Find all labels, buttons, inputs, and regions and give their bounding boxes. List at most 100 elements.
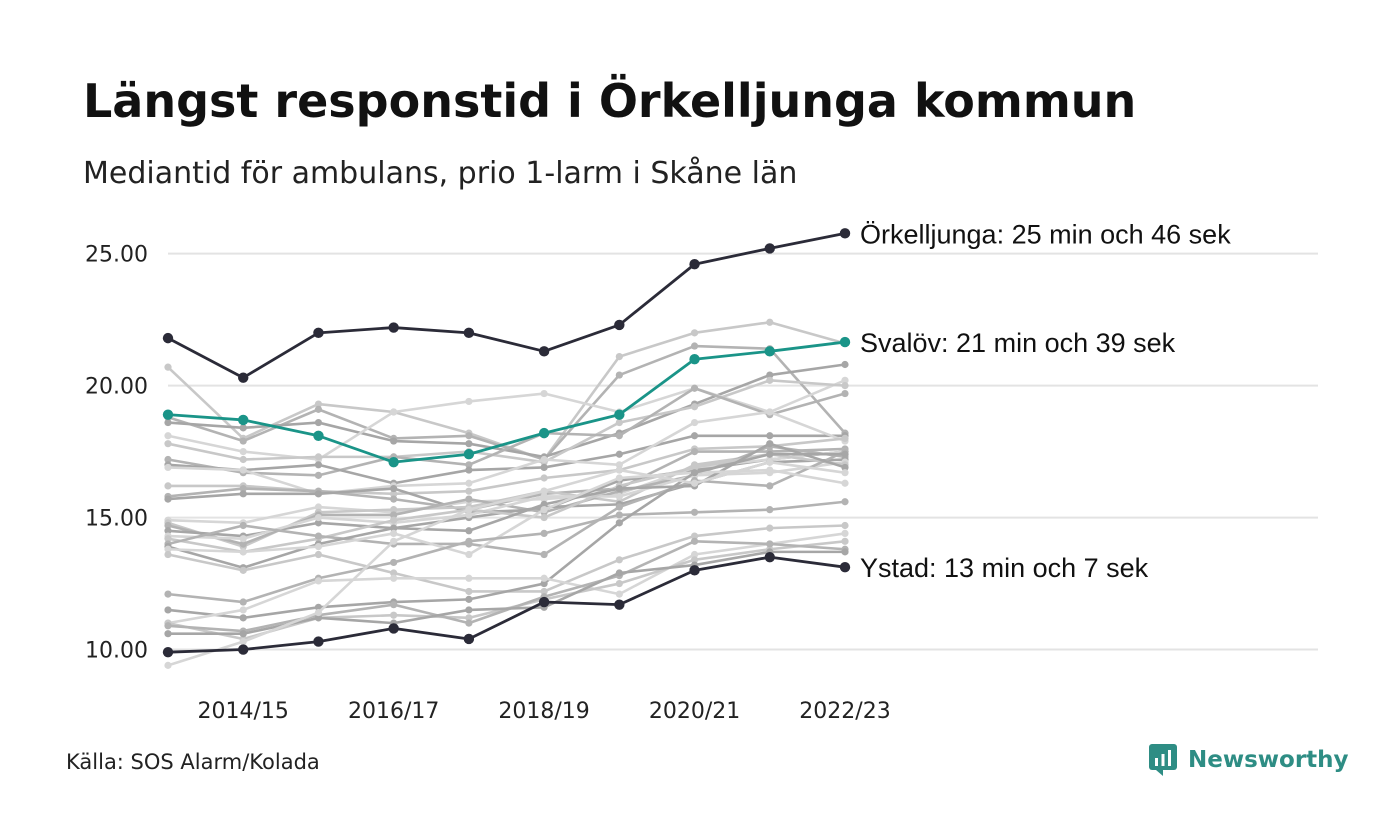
background-series-11-point [239, 490, 247, 498]
background-series-8-line [167, 410, 846, 496]
series--rkelljunga-point [614, 319, 625, 331]
background-series-24-point [390, 574, 398, 582]
background-series-5-point [164, 440, 172, 448]
background-series-14-point [465, 495, 473, 503]
background-series-28-point [540, 487, 548, 495]
series-ystad-point [689, 565, 700, 576]
background-series-16-point [314, 513, 323, 522]
background-series-16-point [615, 492, 623, 501]
highlighted-series: Örkelljunga: 25 min och 46 sek Svalöv: 21… [162, 219, 1231, 658]
background-series-22-point [615, 511, 623, 519]
background-series-14-point [390, 511, 398, 519]
background-series-18-point [766, 482, 774, 490]
series-ystad-point [764, 551, 775, 563]
background-series-19-point [390, 524, 398, 532]
background-series-7-line [167, 434, 845, 485]
background-series-2-point [314, 405, 323, 413]
background-series-1-point [164, 363, 172, 371]
series-ystad-point [839, 561, 851, 573]
background-series-18-point [540, 550, 548, 559]
series-sval-v-point [313, 430, 324, 441]
y-tick-label: 25.00 [85, 243, 148, 268]
background-series-27-point [164, 630, 172, 638]
background-series-19-point [841, 463, 849, 472]
background-series-21-point [164, 550, 172, 559]
background-series-7-point [615, 450, 623, 458]
background-series-1-point [615, 352, 623, 361]
background-series-18-line [167, 450, 846, 556]
background-series-16-point [465, 511, 473, 519]
background-series-26-point [690, 537, 699, 545]
background-series-17-point [390, 516, 398, 524]
background-series-9-point [841, 434, 849, 443]
background-series-9-point [164, 482, 172, 490]
background-series-15-point [164, 527, 172, 535]
background-series-25-point [841, 537, 849, 545]
background-series-24-point [540, 574, 548, 582]
background-series-10-point [390, 495, 398, 503]
background-series-28 [164, 458, 849, 669]
newsworthy-logo-icon [1149, 744, 1177, 776]
background-series-14-point [239, 540, 247, 548]
series-sval-v-point [162, 409, 174, 420]
background-series-14-point [164, 521, 172, 530]
background-series-21-point [615, 556, 623, 564]
background-series-6-point [465, 461, 473, 469]
background-series-4-point [841, 376, 849, 384]
background-series-8-point [690, 418, 699, 427]
background-series-20-point [841, 479, 849, 487]
background-series-25-point [615, 579, 623, 588]
background-series-26 [164, 537, 849, 635]
background-series-7-point [540, 463, 548, 472]
background-series-24-point [615, 590, 623, 598]
background-series-26-point [465, 619, 473, 627]
background-series-6-point [841, 389, 849, 398]
background-series-5-line [167, 379, 846, 464]
background-series-28-point [390, 537, 398, 545]
series-label-ystad: Ystad: 13 min och 7 sek [860, 553, 1149, 583]
background-series-16-point [540, 492, 548, 501]
background-series-28-point [690, 479, 699, 487]
y-tick-label: 20.00 [85, 375, 148, 400]
background-series-28-point [841, 469, 849, 477]
background-series-11-point [390, 484, 398, 493]
background-series-22-point [690, 508, 699, 516]
background-series-5-point [690, 403, 699, 411]
background-series-8-point [465, 479, 473, 487]
background-series-21-point [841, 521, 849, 530]
background-series-22-point [766, 506, 774, 514]
background-series-4-point [239, 447, 247, 456]
source-note: Källa: SOS Alarm/Kolada [66, 750, 320, 774]
series--rkelljunga-point [463, 327, 475, 339]
background-series-23-point [690, 469, 699, 477]
series-ystad-point [538, 596, 550, 608]
background-series-23-point [465, 595, 473, 603]
background-series-17-point [540, 513, 548, 522]
series-ystad-point [388, 623, 399, 634]
background-series-8-point [766, 408, 774, 416]
background-series-8-point [164, 463, 172, 472]
background-series-17-line [167, 452, 846, 554]
chart-subtitle: Mediantid för ambulans, prio 1-larm i Sk… [83, 156, 798, 191]
series--rkelljunga-point [764, 243, 775, 254]
background-series-24-point [690, 550, 699, 559]
background-series-6-point [164, 455, 172, 464]
background-series-4-point [390, 408, 398, 416]
background-series-12-point [314, 503, 323, 511]
background-series-22-point [465, 537, 473, 545]
background-series-1-point [314, 400, 323, 408]
series-ystad-point [162, 646, 174, 658]
background-series-20-point [766, 466, 774, 474]
series-sval-v-point [238, 414, 249, 426]
background-series-26-point [164, 622, 172, 630]
x-tick-label: 2020/21 [649, 699, 740, 724]
background-series-3-point [390, 437, 398, 445]
background-series-20-point [239, 548, 247, 556]
background-series-7-point [690, 432, 699, 440]
background-series-15-point [314, 519, 323, 527]
background-series-27-point [239, 630, 247, 638]
background-series-17-point [690, 463, 699, 472]
background-series-28-point [465, 506, 473, 514]
series-ystad-line [167, 555, 846, 654]
